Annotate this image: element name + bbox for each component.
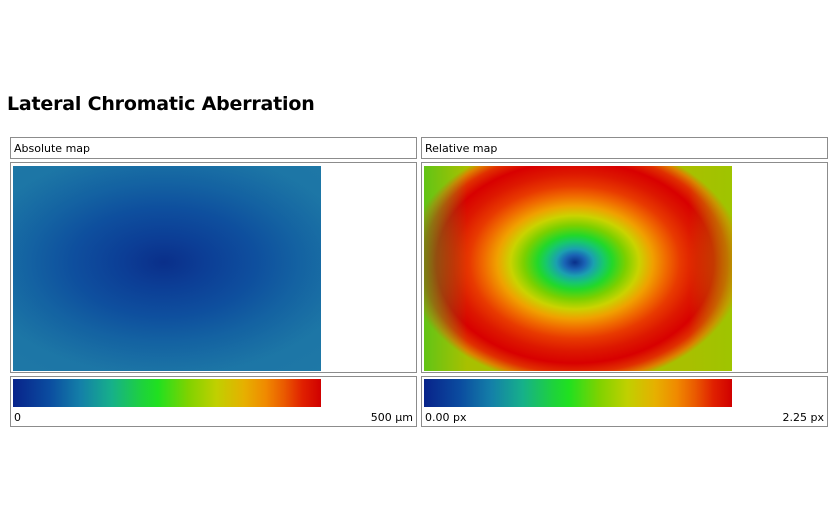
relative-legend-min: 0.00 px [425, 411, 467, 424]
absolute-map-cell [10, 162, 417, 373]
relative-colorbar [424, 379, 732, 407]
relative-map-header-label: Relative map [425, 142, 498, 155]
absolute-legend-max: 500 µm [370, 411, 413, 424]
relative-map-image [424, 166, 732, 371]
relative-map-cell [421, 162, 828, 373]
relative-legend-max: 2.25 px [782, 411, 824, 424]
absolute-map-header-label: Absolute map [14, 142, 91, 155]
page-title: Lateral Chromatic Aberration [7, 93, 315, 115]
absolute-map-legend: 0 500 µm [10, 376, 417, 427]
aberration-panels: Absolute map Relative map 0 500 µm 0.00 … [10, 137, 828, 427]
absolute-map-image [13, 166, 321, 371]
relative-map-header: Relative map [421, 137, 828, 159]
absolute-legend-min: 0 [14, 411, 21, 424]
relative-map-legend: 0.00 px 2.25 px [421, 376, 828, 427]
absolute-map-header: Absolute map [10, 137, 417, 159]
absolute-colorbar [13, 379, 321, 407]
